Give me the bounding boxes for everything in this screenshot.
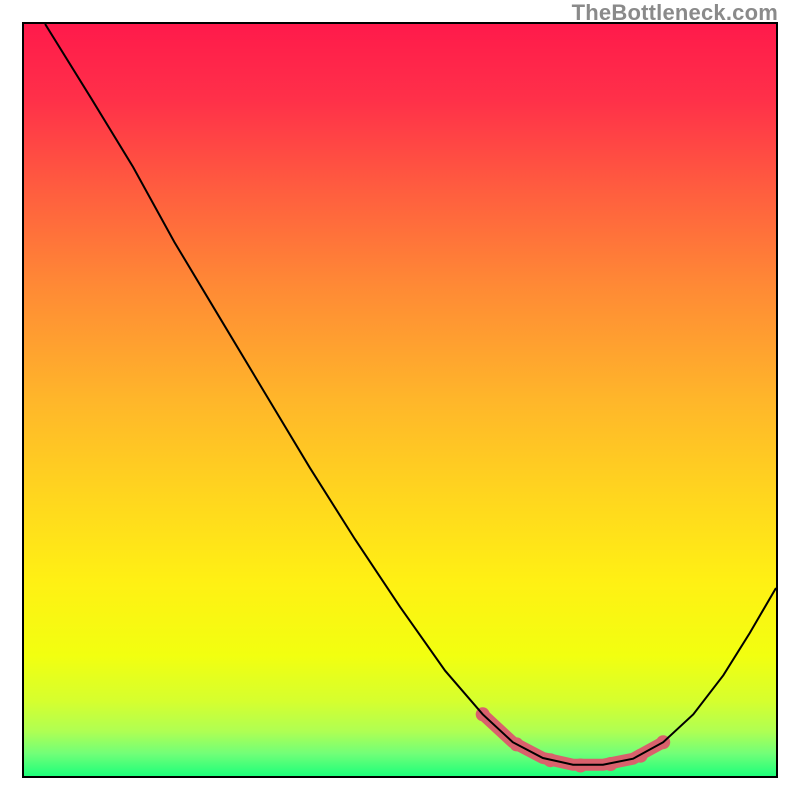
curve-layer xyxy=(24,24,776,776)
plot-area xyxy=(22,22,778,778)
bottleneck-curve xyxy=(45,24,776,765)
chart-root: TheBottleneck.com xyxy=(0,0,800,800)
